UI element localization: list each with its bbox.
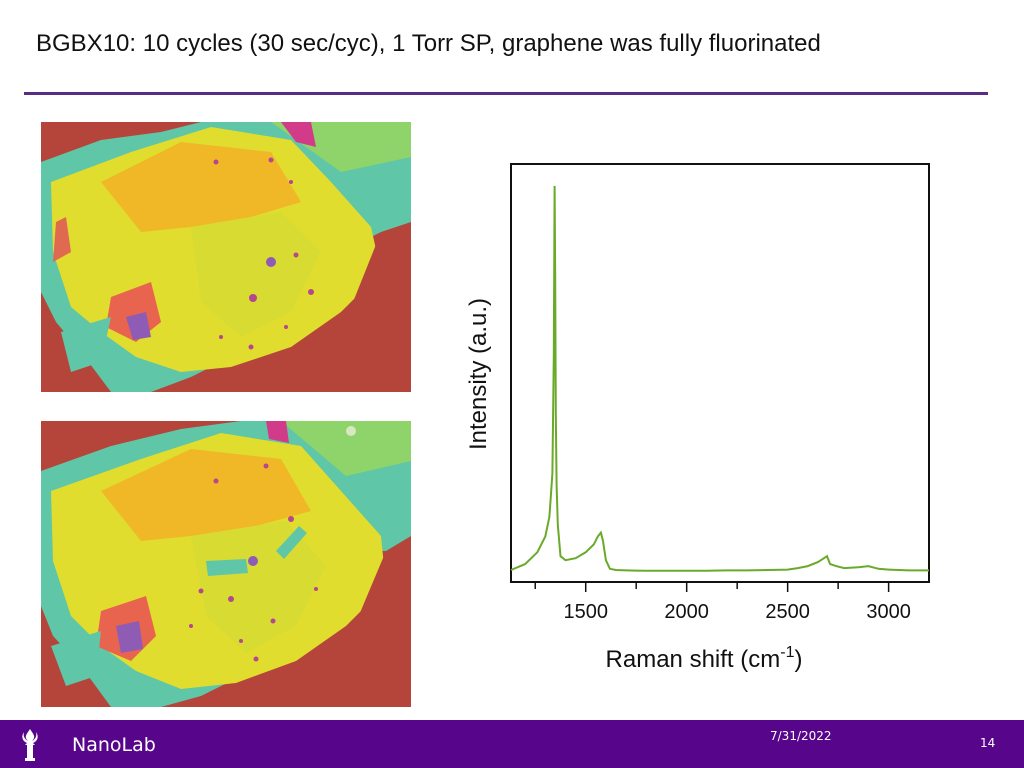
x-axis-title: Raman shift (cm-1) <box>606 644 803 673</box>
x-tick-label: 1500 <box>563 601 608 623</box>
footer-bar: NanoLab 7/31/2022 14 <box>0 720 1024 768</box>
footer-date: 7/31/2022 <box>770 729 832 743</box>
slide-title: BGBX10: 10 cycles (30 sec/cyc), 1 Torr S… <box>36 30 821 57</box>
x-tick-label: 2500 <box>765 601 810 623</box>
x-tick-label: 2000 <box>664 601 709 623</box>
footer-org-name: NanoLab <box>72 734 156 756</box>
title-divider <box>24 92 988 95</box>
micrograph-bottom-image <box>41 421 411 707</box>
raman-spectrum-series <box>510 185 929 572</box>
raman-chart: 1500 2000 2500 3000 Raman shift (cm-1) Inte… <box>465 163 930 673</box>
x-ticks: 1500 2000 2500 3000 <box>534 582 911 623</box>
micrograph-top-image <box>41 122 411 392</box>
x-tick-label: 3000 <box>866 601 911 623</box>
plot-frame <box>510 163 930 583</box>
torch-icon <box>22 729 38 761</box>
footer-page-number: 14 <box>980 736 996 750</box>
y-axis-title: Intensity (a.u.) <box>465 298 492 450</box>
